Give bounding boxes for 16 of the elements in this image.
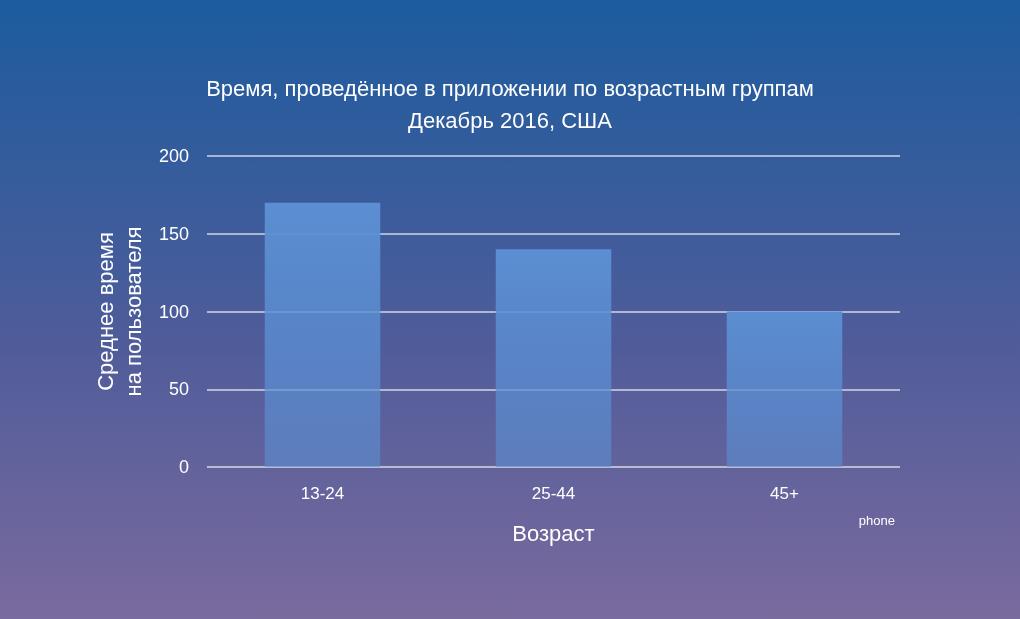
chart-title: Время, проведённое в приложении по возрастным группам: [206, 75, 814, 101]
y-tick-label: 0: [178, 457, 189, 477]
y-tick-label: 50: [168, 379, 189, 400]
x-tick-label: 13-24: [300, 484, 345, 503]
y-tick-label: 100: [158, 301, 189, 322]
x-axis-title: Возраст: [512, 520, 595, 546]
bar: [264, 202, 381, 467]
x-tick-label: 25-44: [531, 484, 576, 503]
bar: [726, 311, 843, 467]
y-tick-label: 150: [158, 223, 189, 244]
x-tick-label: 45+: [770, 484, 799, 503]
text: phone: [858, 513, 896, 528]
bar: [495, 249, 612, 467]
chart-subtitle: Декабрь 2016, США: [408, 107, 613, 133]
y-tick-label: 200: [158, 146, 189, 166]
y-axis-title: Среднее время на пользователя: [92, 226, 146, 397]
